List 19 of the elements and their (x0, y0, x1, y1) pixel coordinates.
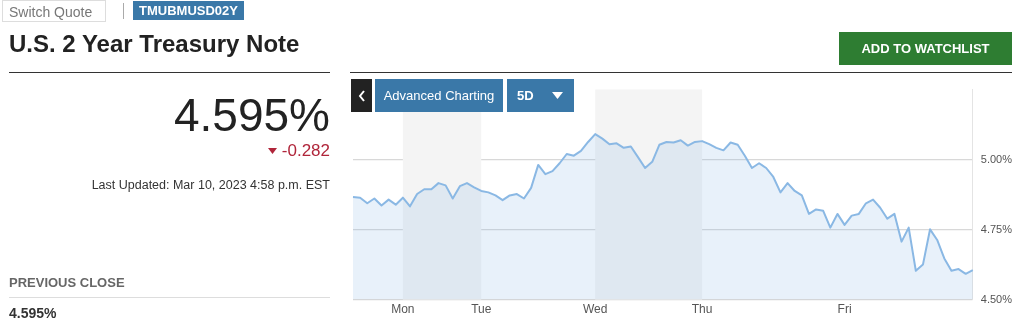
y-tick-label: 4.50% (980, 292, 1013, 305)
text: 4.595% (173, 88, 330, 142)
text: Last Updated: Mar 10, 2023 4:58 p.m. EST (91, 178, 330, 192)
x-tick-label: Wed (582, 302, 608, 317)
x-tick-label: Fri (837, 302, 852, 317)
x-tick-label: Thu (691, 302, 713, 317)
advanced-charting-button: Advanced Charting (375, 79, 503, 112)
text: ADD TO WATCHLIST (839, 32, 1012, 65)
period-dropdown: 5D (507, 79, 574, 112)
text: 4.595% (9, 305, 57, 321)
text: TMUBMUSD02Y (133, 1, 244, 20)
text: -0.282 (281, 141, 330, 161)
text: Switch Quote (2, 0, 106, 22)
y-tick-label: 4.75% (980, 222, 1013, 235)
y-tick-label: 5.00% (980, 152, 1013, 165)
x-tick-label: Tue (471, 302, 492, 317)
text: PREVIOUS CLOSE (9, 275, 125, 290)
text: U.S. 2 Year Treasury Note (9, 30, 300, 58)
x-tick-label: Mon (391, 302, 415, 317)
